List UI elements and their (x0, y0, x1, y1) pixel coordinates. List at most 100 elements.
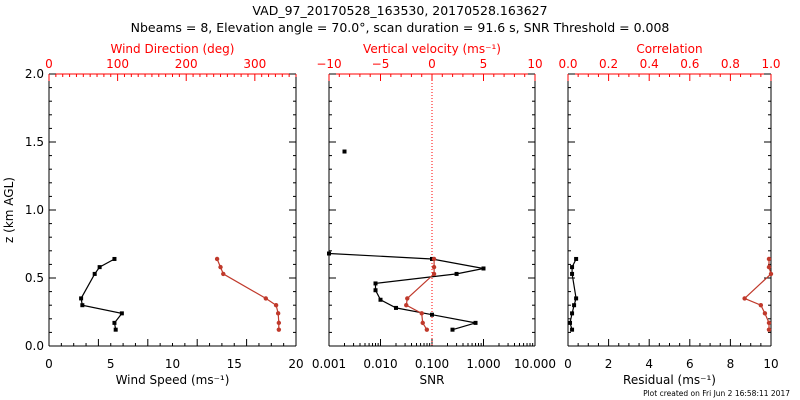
data-point-black (568, 320, 573, 325)
data-point-red (275, 311, 281, 316)
data-point-red (766, 256, 772, 262)
data-point-black (373, 288, 378, 293)
x-tick-label: 0.001 (312, 357, 346, 371)
top-tick-label: 10 (527, 57, 542, 71)
x-tick-label: 2 (605, 357, 613, 371)
data-point-black (574, 256, 579, 261)
y-tick-label: 1.5 (25, 135, 44, 149)
data-point-red (758, 303, 764, 308)
x-axis-label: Wind Speed (ms⁻¹) (116, 373, 230, 387)
series-line-black (80, 258, 123, 330)
data-point-red (420, 320, 425, 326)
data-point-black (570, 271, 575, 276)
data-point-red (424, 327, 430, 332)
data-point-black (481, 266, 486, 271)
x-axis-label: SNR (420, 373, 445, 387)
plot-created-footer: Plot created on Fri Jun 2 16:58:11 2017 (643, 389, 790, 398)
series-line-black (569, 258, 577, 330)
top-axis-label: Correlation (636, 42, 702, 56)
y-tick-label: 0.0 (25, 339, 44, 353)
x-axis-label: Residual (ms⁻¹) (623, 373, 716, 387)
y-tick-label: 1.0 (25, 203, 44, 217)
x-tick-label: 5 (107, 357, 115, 371)
top-tick-label: 0.2 (599, 57, 618, 71)
data-point-black (394, 305, 399, 310)
data-point-black (430, 312, 434, 317)
series-line-red (405, 259, 435, 331)
top-tick-label: 5 (480, 57, 488, 71)
data-point-red (762, 311, 768, 316)
data-point-black (570, 265, 575, 270)
data-point-black (570, 311, 575, 316)
top-tick-label: 0 (45, 57, 53, 71)
top-tick-label: 300 (243, 57, 266, 71)
x-tick-label: 6 (686, 357, 694, 371)
data-point-red (766, 264, 772, 270)
data-point-red (768, 271, 774, 277)
data-point-black (450, 327, 455, 332)
data-point-red (419, 311, 424, 316)
data-point-black (79, 296, 84, 301)
top-tick-label: −5 (372, 57, 390, 71)
data-point-red (218, 264, 223, 270)
x-tick-label: 0 (45, 357, 53, 371)
data-point-black (92, 271, 97, 276)
data-point-black (570, 327, 575, 332)
data-point-red (214, 256, 220, 262)
data-point-black (80, 303, 85, 308)
x-tick-label: 10 (165, 357, 180, 371)
y-axis-label: z (km AGL) (2, 177, 16, 243)
data-point-red (742, 296, 747, 301)
x-tick-label: 10.000 (514, 357, 556, 371)
data-point-black (373, 281, 378, 286)
panel-3: 0 2 4 6 8 10 Residual (ms⁻¹) 0.0 0.2 0.4 0.6 0.8 1.0… (558, 42, 780, 387)
data-point-black (119, 311, 124, 316)
chart-title: VAD_97_20170528_163530, 20170528.163627 (252, 3, 547, 18)
data-point-black (113, 327, 118, 332)
data-point-red (431, 264, 437, 270)
series-line-black (328, 252, 484, 331)
top-tick-label: −10 (316, 57, 341, 71)
data-point-black (327, 251, 331, 256)
data-point-black (574, 296, 579, 301)
x-tick-label: 0.100 (415, 357, 449, 371)
data-point-red (766, 327, 772, 332)
top-tick-label: 0.4 (640, 57, 659, 71)
top-tick-label: 1.0 (761, 57, 780, 71)
top-axis-label: Vertical velocity (ms⁻¹) (363, 42, 501, 56)
top-axis-label: Wind Direction (deg) (111, 42, 235, 56)
x-tick-label: 0.010 (363, 357, 397, 371)
data-point-black (112, 256, 117, 261)
data-point-red (431, 256, 437, 262)
top-tick-label: 0.0 (558, 57, 577, 71)
top-tick-label: 100 (106, 57, 129, 71)
top-tick-label: 0 (428, 57, 436, 71)
x-tick-label: 20 (288, 357, 303, 371)
panel-1: 0.0 0.5 1.0 1.5 2.0 z (km AGL) 0 5 10 15 20 Wind Sp… (2, 42, 304, 387)
data-point-black (454, 271, 459, 276)
series-line-red (743, 259, 772, 330)
x-tick-label: 8 (727, 357, 735, 371)
y-tick-label: 2.0 (25, 67, 44, 81)
data-point-black (97, 265, 102, 270)
data-point-red (276, 327, 282, 332)
data-point-red (263, 296, 269, 301)
series-line-red (216, 258, 280, 330)
data-point-black (473, 320, 478, 325)
top-tick-label: 200 (175, 57, 198, 71)
data-point-red (405, 296, 410, 301)
y-tick-label: 0.5 (25, 271, 44, 285)
data-point-red (766, 320, 772, 326)
data-point-black (112, 320, 117, 325)
data-point-red (431, 271, 437, 277)
data-point-red (273, 303, 279, 308)
x-tick-label: 15 (227, 357, 242, 371)
x-tick-label: 1.000 (466, 357, 500, 371)
x-tick-label: 4 (645, 357, 653, 371)
chart-subtitle: Nbeams = 8, Elevation angle = 70.0°, sca… (131, 20, 670, 35)
top-tick-label: 0.6 (680, 57, 699, 71)
data-point-black (342, 149, 347, 154)
data-point-red (221, 271, 226, 277)
